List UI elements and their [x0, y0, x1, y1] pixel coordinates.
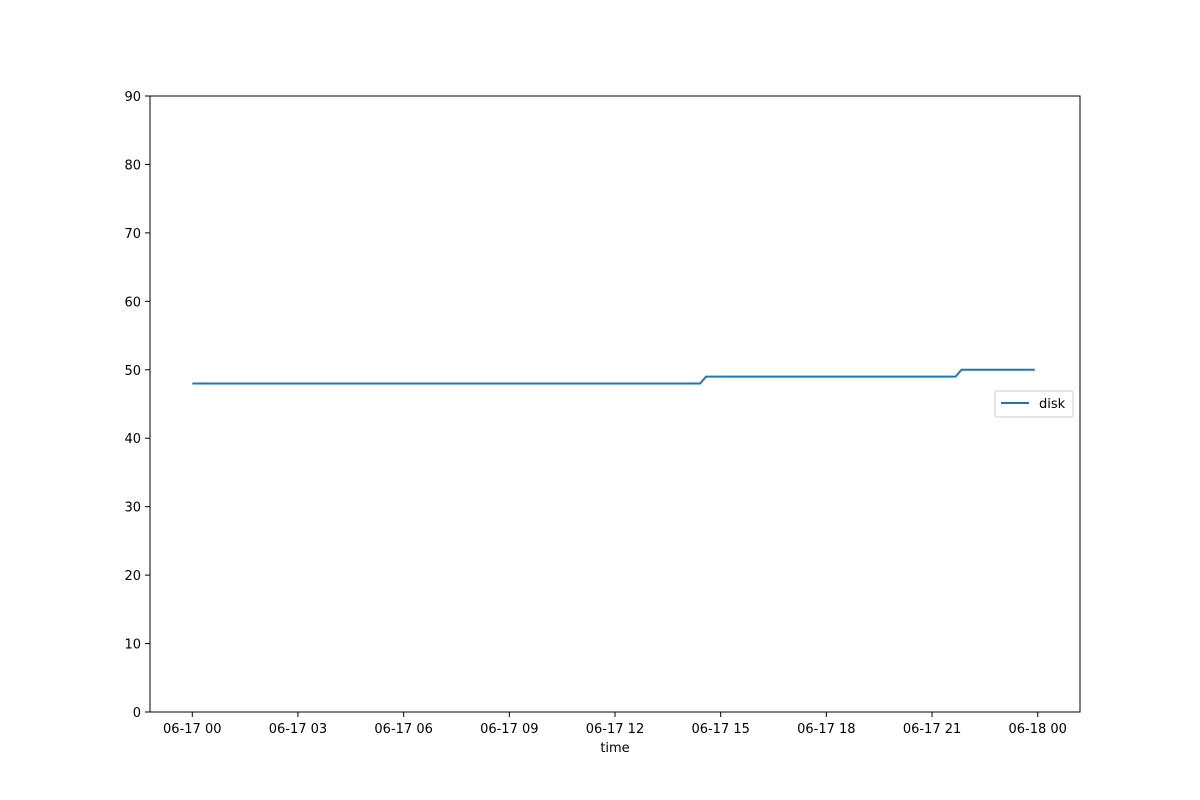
x-tick-label: 06-17 03: [269, 722, 327, 737]
x-tick-label: 06-17 15: [691, 722, 749, 737]
x-tick-label: 06-17 12: [586, 722, 644, 737]
x-axis-ticks: 06-17 00 06-17 03 06-17 06 06-17 09 06-17 12…: [163, 712, 1067, 737]
x-tick-label: 06-17 18: [797, 722, 855, 737]
y-tick-label: 60: [124, 295, 141, 310]
y-tick-label: 80: [124, 158, 141, 173]
y-tick-label: 70: [124, 227, 141, 242]
x-tick-label: 06-18 00: [1009, 722, 1067, 737]
x-tick-label: 06-17 06: [374, 722, 432, 737]
x-tick-label: 06-17 09: [480, 722, 538, 737]
y-tick-label: 40: [124, 432, 141, 447]
legend-box: [994, 390, 1074, 418]
x-tick-label: 06-17 21: [903, 722, 961, 737]
y-tick-label: 30: [124, 501, 141, 516]
y-tick-label: 10: [124, 638, 141, 653]
series-layer: [192, 368, 1035, 385]
legend-label-disk: disk: [1039, 397, 1066, 412]
x-tick-label: 06-17 00: [163, 722, 221, 737]
y-tick-label: 90: [124, 90, 141, 105]
series-line-disk: [192, 368, 1035, 385]
y-tick-label: 20: [124, 569, 141, 584]
x-axis-label: time: [600, 741, 629, 756]
y-tick-label: 0: [133, 706, 141, 721]
plot-frame: [149, 95, 1081, 713]
y-tick-label: 50: [124, 364, 141, 379]
y-axis-ticks: 0 10 20 30 40 50 60 70 80 90: [124, 90, 150, 721]
legend: disk: [994, 390, 1074, 418]
